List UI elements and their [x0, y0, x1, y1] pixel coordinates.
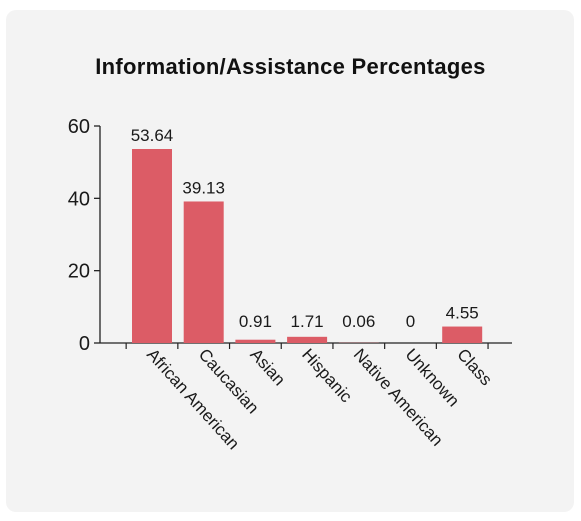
bar: [287, 336, 328, 343]
y-tick-label: 40: [68, 188, 90, 210]
data-label: 1.71: [291, 312, 324, 331]
data-label: 4.55: [446, 304, 479, 323]
category-label: Class: [453, 345, 496, 389]
chart-title: Information/Assistance Percentages: [95, 54, 486, 79]
data-label: 0.91: [239, 312, 272, 331]
category-label: Asian: [246, 345, 289, 389]
y-tick-label: 60: [68, 116, 90, 138]
data-label: 53.64: [131, 126, 174, 145]
bar: [183, 201, 224, 343]
data-label: 0.06: [342, 312, 375, 331]
y-tick-label: 0: [79, 333, 90, 355]
category-label: African American: [143, 345, 243, 453]
category-label: Hispanic: [298, 345, 356, 407]
bar: [442, 326, 483, 343]
chart-panel: [6, 10, 574, 512]
data-label: 39.13: [182, 178, 225, 197]
y-tick-label: 20: [68, 261, 90, 283]
bar: [235, 339, 276, 343]
data-label: 0: [406, 312, 415, 331]
bar: [132, 149, 172, 343]
category-label: Native American: [350, 345, 447, 450]
